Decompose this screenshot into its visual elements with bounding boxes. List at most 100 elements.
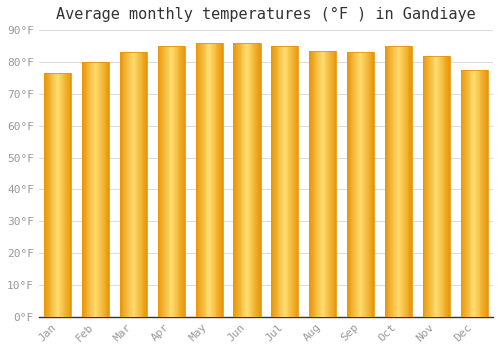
Bar [221, 43, 222, 317]
Bar [100, 62, 101, 317]
Bar [66, 73, 67, 317]
Bar [196, 43, 223, 317]
Bar [218, 43, 219, 317]
Bar [402, 46, 403, 317]
Bar [386, 46, 388, 317]
Bar [318, 51, 319, 317]
Bar [422, 56, 424, 317]
Bar [84, 62, 86, 317]
Bar [247, 43, 248, 317]
Bar [280, 46, 281, 317]
Bar [474, 70, 475, 317]
Bar [124, 52, 126, 317]
Bar [438, 56, 439, 317]
Bar [398, 46, 400, 317]
Bar [385, 46, 386, 317]
Bar [102, 62, 103, 317]
Bar [366, 52, 367, 317]
Bar [54, 73, 55, 317]
Bar [464, 70, 465, 317]
Bar [362, 52, 364, 317]
Bar [180, 46, 182, 317]
Bar [437, 56, 438, 317]
Bar [52, 73, 53, 317]
Bar [400, 46, 401, 317]
Bar [211, 43, 212, 317]
Bar [449, 56, 450, 317]
Bar [326, 51, 328, 317]
Bar [446, 56, 447, 317]
Bar [220, 43, 221, 317]
Bar [441, 56, 442, 317]
Bar [283, 46, 284, 317]
Bar [88, 62, 89, 317]
Bar [55, 73, 56, 317]
Bar [391, 46, 392, 317]
Bar [104, 62, 106, 317]
Bar [309, 51, 310, 317]
Bar [472, 70, 473, 317]
Bar [285, 46, 286, 317]
Bar [404, 46, 405, 317]
Bar [405, 46, 406, 317]
Bar [146, 52, 147, 317]
Bar [296, 46, 298, 317]
Bar [357, 52, 358, 317]
Bar [94, 62, 96, 317]
Bar [314, 51, 316, 317]
Bar [173, 46, 174, 317]
Bar [165, 46, 166, 317]
Bar [238, 43, 239, 317]
Bar [470, 70, 472, 317]
Bar [286, 46, 288, 317]
Bar [240, 43, 242, 317]
Bar [480, 70, 482, 317]
Bar [396, 46, 398, 317]
Bar [252, 43, 254, 317]
Bar [372, 52, 374, 317]
Bar [70, 73, 72, 317]
Bar [222, 43, 223, 317]
Bar [160, 46, 162, 317]
Bar [158, 46, 185, 317]
Bar [174, 46, 175, 317]
Bar [202, 43, 203, 317]
Bar [477, 70, 478, 317]
Bar [403, 46, 404, 317]
Bar [89, 62, 90, 317]
Bar [432, 56, 434, 317]
Bar [126, 52, 127, 317]
Bar [429, 56, 430, 317]
Bar [236, 43, 237, 317]
Bar [462, 70, 463, 317]
Bar [329, 51, 330, 317]
Bar [127, 52, 128, 317]
Bar [276, 46, 278, 317]
Bar [467, 70, 468, 317]
Bar [68, 73, 70, 317]
Bar [365, 52, 366, 317]
Bar [294, 46, 295, 317]
Bar [322, 51, 324, 317]
Bar [239, 43, 240, 317]
Bar [447, 56, 448, 317]
Bar [129, 52, 130, 317]
Bar [134, 52, 136, 317]
Bar [93, 62, 94, 317]
Bar [140, 52, 141, 317]
Bar [360, 52, 362, 317]
Bar [463, 70, 464, 317]
Bar [478, 70, 480, 317]
Bar [256, 43, 257, 317]
Bar [354, 52, 355, 317]
Bar [44, 73, 72, 317]
Bar [439, 56, 440, 317]
Bar [198, 43, 199, 317]
Bar [284, 46, 285, 317]
Bar [431, 56, 432, 317]
Bar [324, 51, 326, 317]
Bar [176, 46, 178, 317]
Bar [136, 52, 137, 317]
Bar [67, 73, 68, 317]
Bar [209, 43, 210, 317]
